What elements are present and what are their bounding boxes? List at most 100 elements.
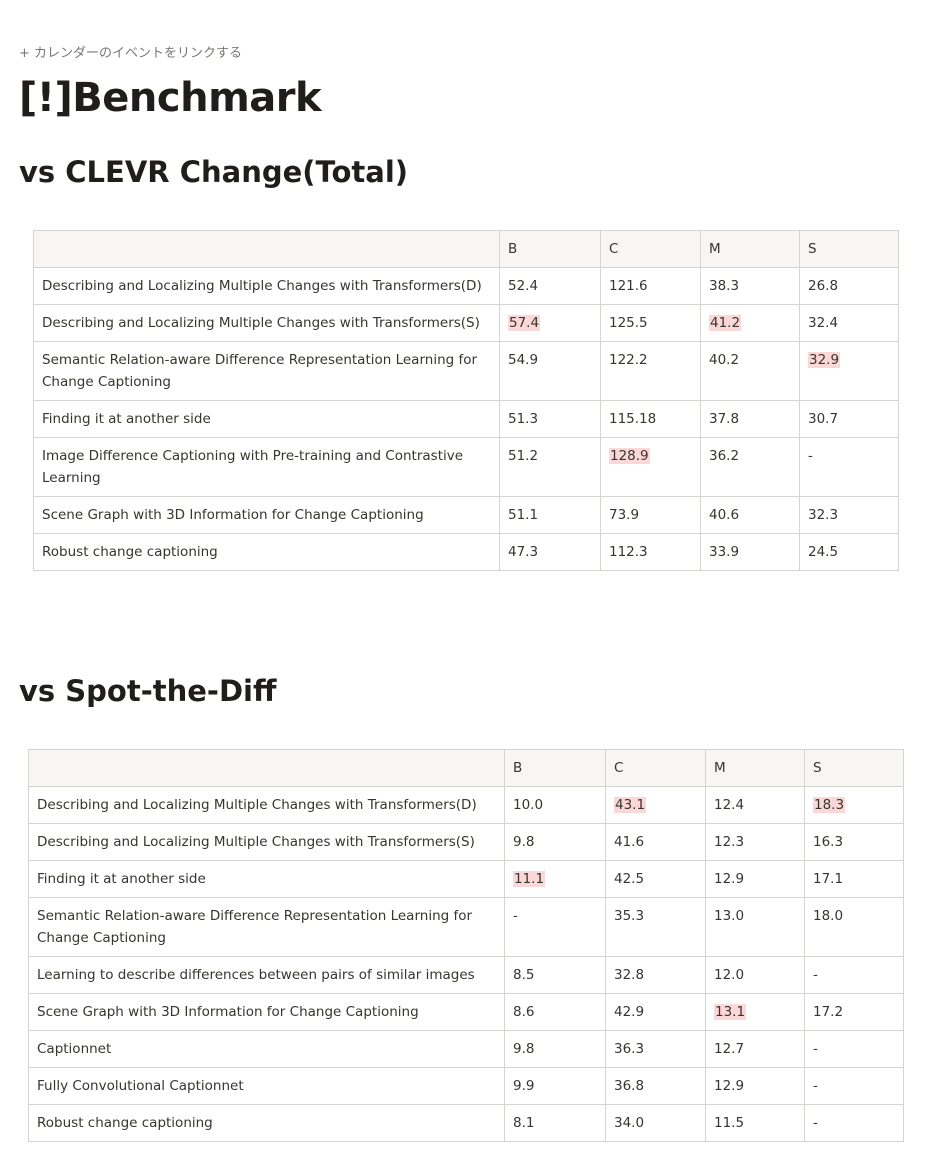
score-cell: 13.0 bbox=[705, 897, 805, 957]
table-row: Robust change captioning 8.1 34.0 11.5 - bbox=[28, 1104, 904, 1142]
header-cell-b: B bbox=[499, 230, 601, 268]
score-value: 36.2 bbox=[709, 448, 740, 464]
header-cell-m: M bbox=[700, 230, 800, 268]
score-value: 32.4 bbox=[808, 315, 839, 331]
score-cell: 8.6 bbox=[504, 993, 606, 1031]
score-value: - bbox=[808, 448, 813, 464]
score-cell: 36.3 bbox=[605, 1030, 706, 1068]
method-name-cell: Captionnet bbox=[28, 1030, 505, 1068]
table-row: Describing and Localizing Multiple Chang… bbox=[33, 267, 899, 305]
score-cell: 73.9 bbox=[600, 496, 701, 534]
score-cell: - bbox=[504, 897, 606, 957]
score-cell: 37.8 bbox=[700, 400, 800, 438]
score-cell: - bbox=[804, 1104, 904, 1142]
score-value: - bbox=[813, 1041, 818, 1057]
score-cell: 10.0 bbox=[504, 786, 606, 824]
best-score-value: 43.1 bbox=[614, 797, 647, 813]
header-cell-m: M bbox=[705, 749, 805, 787]
score-value: 37.8 bbox=[709, 411, 740, 427]
score-cell: 8.5 bbox=[504, 956, 606, 994]
score-cell: 11.5 bbox=[705, 1104, 805, 1142]
score-value: 51.3 bbox=[508, 411, 539, 427]
method-name-cell: Image Difference Captioning with Pre-tra… bbox=[33, 437, 500, 497]
score-value: - bbox=[813, 1115, 818, 1131]
score-value: 11.5 bbox=[714, 1115, 745, 1131]
score-cell: 13.1 bbox=[705, 993, 805, 1031]
header-cell-c: C bbox=[605, 749, 706, 787]
method-name-cell: Semantic Relation-aware Difference Repre… bbox=[28, 897, 505, 957]
score-cell: 18.3 bbox=[804, 786, 904, 824]
method-name-cell: Describing and Localizing Multiple Chang… bbox=[28, 823, 505, 861]
best-score-value: 32.9 bbox=[808, 352, 841, 368]
score-value: 115.18 bbox=[609, 411, 657, 427]
score-value: 33.9 bbox=[709, 544, 740, 560]
section-heading-spot-the-diff: vs Spot-the-Diff bbox=[19, 674, 277, 708]
score-value: 24.5 bbox=[808, 544, 839, 560]
score-value: - bbox=[813, 967, 818, 983]
score-cell: 17.2 bbox=[804, 993, 904, 1031]
score-cell: 32.4 bbox=[799, 304, 899, 342]
score-cell: 52.4 bbox=[499, 267, 601, 305]
score-cell: 35.3 bbox=[605, 897, 706, 957]
score-value: 73.9 bbox=[609, 507, 640, 523]
header-cell-c: C bbox=[600, 230, 701, 268]
score-cell: 12.3 bbox=[705, 823, 805, 861]
table-row: Image Difference Captioning with Pre-tra… bbox=[33, 437, 899, 497]
score-value: 42.5 bbox=[614, 871, 645, 887]
score-cell: 9.9 bbox=[504, 1067, 606, 1105]
score-value: 13.0 bbox=[714, 908, 745, 924]
table-row: Finding it at another side 51.3 115.18 37.8… bbox=[33, 400, 899, 438]
score-value: 36.3 bbox=[614, 1041, 645, 1057]
table-row: Describing and Localizing Multiple Chang… bbox=[28, 823, 904, 861]
score-value: 26.8 bbox=[808, 278, 839, 294]
score-value: 8.5 bbox=[513, 967, 535, 983]
score-cell: 12.7 bbox=[705, 1030, 805, 1068]
score-value: 8.6 bbox=[513, 1004, 535, 1020]
score-cell: 18.0 bbox=[804, 897, 904, 957]
score-value: 30.7 bbox=[808, 411, 839, 427]
score-value: 32.3 bbox=[808, 507, 839, 523]
table-row: Semantic Relation-aware Difference Repre… bbox=[33, 341, 899, 401]
score-value: 47.3 bbox=[508, 544, 539, 560]
score-cell: 12.9 bbox=[705, 1067, 805, 1105]
score-cell: 34.0 bbox=[605, 1104, 706, 1142]
score-value: 9.8 bbox=[513, 834, 535, 850]
score-cell: 9.8 bbox=[504, 823, 606, 861]
header-cell-method bbox=[28, 749, 505, 787]
score-cell: 42.9 bbox=[605, 993, 706, 1031]
score-cell: 30.7 bbox=[799, 400, 899, 438]
method-name-cell: Scene Graph with 3D Information for Chan… bbox=[33, 496, 500, 534]
score-cell: 32.9 bbox=[799, 341, 899, 401]
score-cell: 43.1 bbox=[605, 786, 706, 824]
score-value: 16.3 bbox=[813, 834, 844, 850]
score-value: 36.8 bbox=[614, 1078, 645, 1094]
method-name-cell: Describing and Localizing Multiple Chang… bbox=[28, 786, 505, 824]
score-cell: 42.5 bbox=[605, 860, 706, 898]
best-score-value: 128.9 bbox=[609, 448, 650, 464]
score-cell: 36.8 bbox=[605, 1067, 706, 1105]
score-value: 34.0 bbox=[614, 1115, 645, 1131]
score-cell: 41.2 bbox=[700, 304, 800, 342]
method-name-cell: Fully Convolutional Captionnet bbox=[28, 1067, 505, 1105]
score-cell: 54.9 bbox=[499, 341, 601, 401]
score-value: 35.3 bbox=[614, 908, 645, 924]
score-value: 12.9 bbox=[714, 1078, 745, 1094]
score-value: 8.1 bbox=[513, 1115, 535, 1131]
best-score-value: 57.4 bbox=[508, 315, 541, 331]
best-score-value: 41.2 bbox=[709, 315, 742, 331]
link-calendar-event[interactable]: + カレンダーのイベントをリンクする bbox=[19, 46, 243, 61]
score-value: 40.6 bbox=[709, 507, 740, 523]
score-cell: 9.8 bbox=[504, 1030, 606, 1068]
score-cell: 26.8 bbox=[799, 267, 899, 305]
score-cell: 51.1 bbox=[499, 496, 601, 534]
method-name-cell: Scene Graph with 3D Information for Chan… bbox=[28, 993, 505, 1031]
score-value: - bbox=[813, 1078, 818, 1094]
score-cell: 125.5 bbox=[600, 304, 701, 342]
score-value: 122.2 bbox=[609, 352, 648, 368]
